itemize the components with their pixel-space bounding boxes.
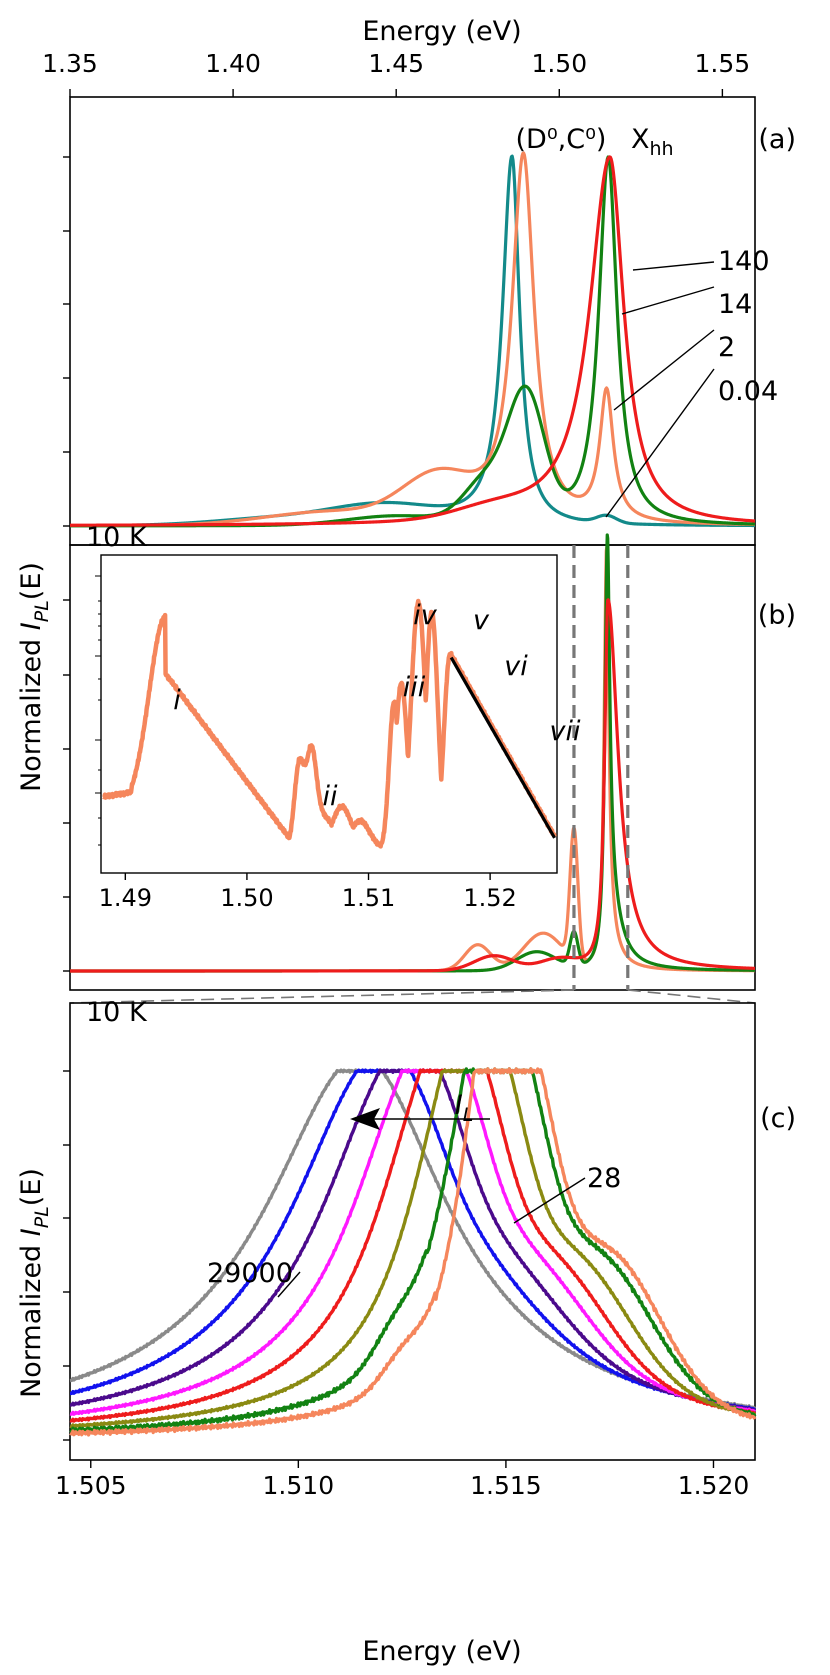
peak-label-donor: (D⁰,C⁰) [516, 124, 607, 155]
x-tick-label-1.510: 1.510 [263, 1471, 335, 1500]
series-label-28: 28 [587, 1163, 621, 1194]
panel-c: 1.505 1.510 1.515 1.520 [55, 1002, 757, 1500]
y-axis-title-ab: Normalized IPL(E) [16, 562, 53, 792]
top-tick-label-1.35: 1.35 [42, 49, 98, 78]
temperature-label-a: 10 K [86, 522, 148, 553]
series-a-140 [69, 155, 756, 527]
series-c-intensity-4 [69, 1068, 757, 1416]
top-tick-label-1.50: 1.50 [531, 49, 587, 78]
y-axis-title-c: Normalized IPL(E) [16, 1168, 53, 1398]
top-tick-label-1.55: 1.55 [695, 49, 751, 78]
frame-b [69, 544, 756, 991]
series-c-intensity-1 [69, 1067, 757, 1434]
series-label-29000: 29000 [207, 1258, 293, 1289]
leader-0.04 [605, 368, 715, 518]
inset-fit-line [449, 656, 556, 839]
x-tick-label-1.505: 1.505 [55, 1471, 127, 1500]
series-label-2: 2 [718, 332, 735, 363]
inset-tick-label-1.49: 1.49 [99, 884, 152, 912]
inset-tick-label-1.50: 1.50 [220, 884, 273, 912]
top-tick-label-1.45: 1.45 [368, 49, 424, 78]
panel-a: 1.35 1.40 1.45 1.50 1.55 [42, 49, 756, 546]
series-label-0.04: 0.04 [718, 376, 778, 407]
series-label-140: 140 [718, 246, 770, 277]
x-tick-label-1.520: 1.520 [678, 1471, 750, 1500]
leader-2 [613, 329, 715, 411]
leader-14 [621, 286, 715, 315]
leader-28 [513, 1177, 586, 1224]
inset-peak-label-v: v [473, 605, 490, 636]
arrow-head [350, 1108, 380, 1130]
panel-label-a: (a) [758, 124, 796, 155]
frame-c [69, 1002, 756, 1461]
series-b-high [68, 598, 757, 973]
series-c-intensity-2 [69, 1068, 757, 1429]
zoom-connector-right [627, 989, 756, 1004]
series-label-14: 14 [718, 289, 752, 320]
inset-peak-label-vii: vii [550, 716, 581, 747]
bottom-axis-title: Energy (eV) [362, 1636, 521, 1667]
inset-tick-label-1.52: 1.52 [463, 884, 516, 912]
series-c-intensity-6 [69, 1068, 757, 1412]
panel-label-c: (c) [760, 1103, 796, 1134]
inset-peak-label-ii: ii [322, 781, 338, 812]
inset-tick-label-1.51: 1.51 [342, 884, 395, 912]
series-c-intensity-3 [69, 1068, 757, 1423]
inset-peak-label-iii: iii [403, 672, 426, 703]
leader-29000 [277, 1271, 301, 1298]
zoom-connector-left [69, 989, 574, 1004]
x-tick-label-1.515: 1.515 [470, 1471, 542, 1500]
inset-peak-label-vi: vi [504, 651, 528, 682]
inset-peak-label-iv: iv [413, 600, 438, 631]
peak-label-exciton: Xhh [631, 124, 674, 160]
arrow-label: IL [455, 1090, 474, 1126]
series-c-28 [69, 1067, 757, 1437]
panel-b: 1.49 1.50 1.51 1.52 [63, 533, 757, 1004]
inset-peak-label-i: i [173, 685, 181, 716]
top-tick-label-1.40: 1.40 [205, 49, 261, 78]
leader-140 [632, 261, 715, 271]
panel-label-b: (b) [758, 600, 796, 631]
top-axis-title: Energy (eV) [362, 16, 521, 47]
inset-frame [100, 554, 558, 874]
temperature-label-b: 10 K [86, 997, 148, 1028]
